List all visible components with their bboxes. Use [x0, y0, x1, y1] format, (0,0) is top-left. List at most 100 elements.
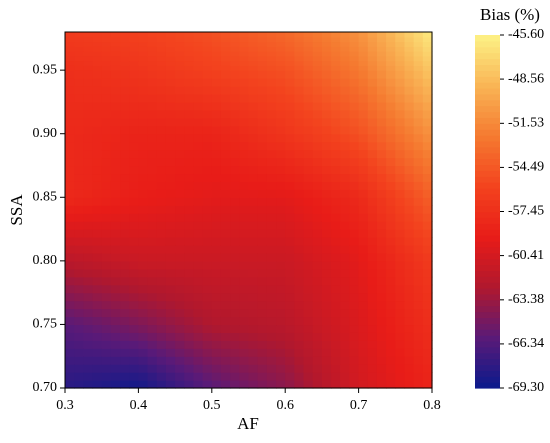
- heat-cell: [92, 70, 103, 79]
- heat-cell: [101, 32, 112, 38]
- heat-cell: [376, 51, 387, 57]
- heat-cell: [303, 205, 314, 214]
- heat-cell: [303, 324, 314, 333]
- heat-cell: [193, 86, 204, 95]
- heat-cell: [74, 173, 84, 182]
- heat-cell: [367, 78, 378, 87]
- x-tick-label: 0.4: [130, 398, 148, 413]
- heat-cell: [331, 364, 341, 373]
- heat-cell: [83, 221, 94, 230]
- heat-cell: [211, 244, 222, 254]
- heat-cell: [211, 197, 222, 206]
- heat-cell: [184, 36, 195, 43]
- heat-cell: [193, 197, 204, 206]
- heat-cell: [257, 372, 268, 381]
- heat-cell: [193, 78, 204, 87]
- heat-cell: [321, 51, 332, 57]
- heat-cell: [248, 237, 259, 246]
- heat-cell: [129, 308, 139, 318]
- heat-cell: [211, 36, 222, 43]
- heat-cell: [266, 60, 277, 66]
- heat-cell: [193, 244, 204, 254]
- heat-cell: [129, 372, 139, 381]
- heat-cell: [156, 101, 167, 111]
- heat-cell: [165, 268, 176, 278]
- heat-cell: [422, 86, 433, 95]
- heat-cell: [156, 32, 167, 38]
- heat-cell: [220, 141, 231, 151]
- heat-cell: [165, 244, 176, 254]
- heat-cell: [138, 284, 149, 294]
- heat-cell: [175, 149, 185, 159]
- heat-cell: [193, 229, 204, 238]
- heat-cell: [395, 213, 406, 222]
- heat-cell: [395, 70, 406, 79]
- heat-cell: [303, 252, 314, 262]
- heat-cell: [395, 332, 406, 341]
- heat-cell: [110, 292, 121, 302]
- heat-cell: [413, 348, 424, 357]
- heat-cell: [257, 189, 268, 198]
- heat-cell: [156, 157, 167, 167]
- heat-cell: [331, 70, 341, 79]
- heat-cell: [230, 229, 240, 238]
- heat-cell: [211, 324, 222, 333]
- heat-cell: [193, 340, 204, 349]
- heat-cell: [257, 36, 268, 43]
- heat-cell: [321, 380, 332, 389]
- heat-cell: [331, 149, 341, 159]
- heat-cell: [266, 260, 277, 270]
- heat-cell: [367, 101, 378, 111]
- heat-cell: [386, 364, 396, 373]
- heat-cell: [413, 46, 424, 52]
- heat-cell: [83, 51, 94, 57]
- heat-cell: [220, 284, 231, 294]
- heat-cell: [175, 268, 185, 278]
- heat-cell: [376, 380, 387, 389]
- heat-cell: [110, 197, 121, 206]
- heat-cell: [349, 46, 360, 52]
- y-tick-label: 0.70: [33, 380, 58, 395]
- heat-cell: [129, 101, 139, 111]
- heat-cell: [257, 149, 268, 159]
- heat-cell: [358, 372, 369, 381]
- heat-cell: [92, 41, 103, 47]
- heat-cell: [404, 141, 415, 151]
- heat-cell: [92, 364, 103, 373]
- heat-cell: [321, 109, 332, 119]
- heat-cell: [156, 316, 167, 326]
- heat-cell: [110, 332, 121, 341]
- heat-cell: [312, 149, 323, 159]
- heat-cell: [294, 380, 305, 389]
- heat-cell: [202, 332, 213, 341]
- heat-cell: [358, 276, 369, 286]
- heat-cell: [239, 252, 250, 262]
- heat-cell: [413, 380, 424, 389]
- heat-cell: [404, 93, 415, 103]
- heat-cell: [422, 260, 433, 270]
- heat-cell: [285, 340, 295, 349]
- heat-cell: [220, 300, 231, 310]
- heat-cell: [211, 181, 222, 190]
- heat-cell: [83, 316, 94, 326]
- heat-cell: [349, 55, 360, 62]
- heat-cell: [101, 181, 112, 190]
- heat-cell: [65, 316, 75, 326]
- heat-cell: [358, 244, 369, 254]
- heat-cell: [395, 46, 406, 52]
- heat-cell: [248, 60, 259, 66]
- heat-cell: [184, 284, 195, 294]
- heat-cell: [376, 32, 387, 38]
- heat-cell: [74, 181, 84, 190]
- heat-cell: [202, 237, 213, 246]
- heat-cell: [175, 260, 185, 270]
- colorbar-step: [475, 335, 500, 342]
- heat-cell: [65, 41, 75, 47]
- heat-cell: [101, 364, 112, 373]
- heat-cell: [220, 237, 231, 246]
- heat-cell: [266, 197, 277, 206]
- heat-cell: [138, 165, 149, 175]
- heat-cell: [92, 101, 103, 111]
- heat-cell: [413, 340, 424, 349]
- heat-cell: [266, 221, 277, 230]
